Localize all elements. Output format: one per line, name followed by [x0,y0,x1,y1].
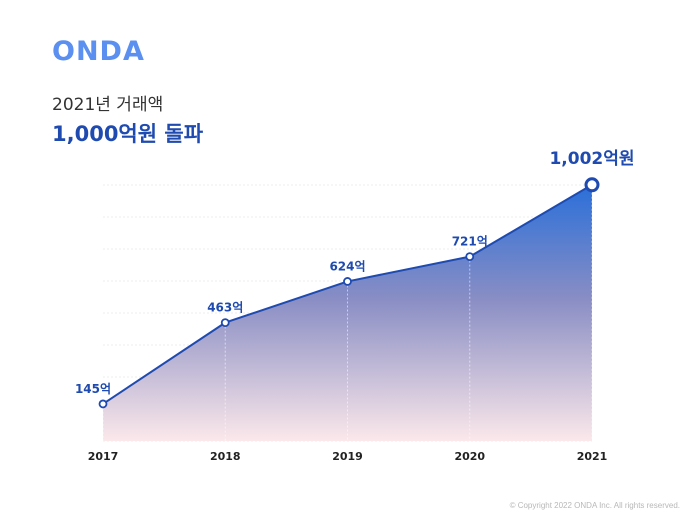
data-point [584,177,600,193]
chart-subtitle: 2021년 거래액 [52,95,164,115]
x-tick-label: 2017 [88,450,119,463]
data-point [220,318,230,328]
value-label: 145억 [75,382,111,396]
drop-lines [102,184,593,441]
data-points [98,177,600,409]
onda-logo: ONDA [52,36,145,67]
data-point [343,277,352,286]
x-tick-label: 2020 [454,450,485,463]
data-point [465,252,475,262]
copyright-text: © Copyright 2022 ONDA Inc. All rights re… [509,501,680,510]
value-label: 463억 [207,301,243,315]
chart-title: 1,000억원 돌파 [52,122,204,146]
data-point [98,399,108,409]
value-label: 1,002억원 [549,149,634,169]
value-labels: 145억 463억 624억 721억 1,002억원 [75,149,635,396]
x-tick-label: 2018 [210,450,241,463]
x-tick-label: 2021 [577,450,608,463]
x-axis: 2017 2018 2019 2020 2021 [88,450,608,463]
value-label: 721억 [452,235,488,249]
value-label: 624억 [329,259,365,273]
x-tick-label: 2019 [332,450,363,463]
